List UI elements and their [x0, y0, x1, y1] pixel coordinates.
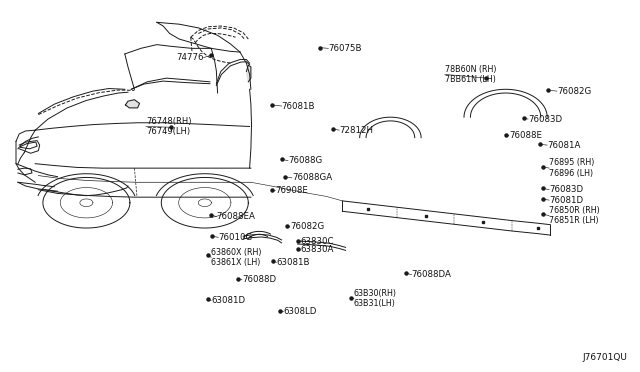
- Text: 72812H: 72812H: [339, 126, 373, 135]
- Text: 63860X (RH)
63861X (LH): 63860X (RH) 63861X (LH): [211, 248, 262, 267]
- Text: 63830A: 63830A: [301, 246, 334, 254]
- Text: 76088E: 76088E: [509, 131, 542, 140]
- Text: 6308LD: 6308LD: [284, 307, 317, 316]
- Text: 76088D: 76088D: [242, 275, 276, 284]
- Text: 63081D: 63081D: [211, 296, 245, 305]
- Text: 63081B: 63081B: [276, 258, 310, 267]
- Polygon shape: [125, 100, 140, 108]
- Text: 76075B: 76075B: [328, 44, 362, 53]
- Text: 76082G: 76082G: [290, 222, 324, 231]
- Text: 78B60N (RH)
7BB61N (LH): 78B60N (RH) 7BB61N (LH): [445, 65, 496, 84]
- Text: 76908E: 76908E: [275, 186, 308, 195]
- Text: 76850R (RH)
76851R (LH): 76850R (RH) 76851R (LH): [549, 206, 600, 225]
- Text: 76081A: 76081A: [547, 141, 580, 150]
- Text: 63B30(RH)
63B31(LH): 63B30(RH) 63B31(LH): [354, 289, 397, 308]
- Text: J76701QU: J76701QU: [582, 353, 627, 362]
- Text: 76088G: 76088G: [288, 156, 323, 165]
- Text: 76083D: 76083D: [528, 115, 562, 124]
- Text: 76088DA: 76088DA: [412, 270, 451, 279]
- Polygon shape: [246, 65, 251, 82]
- Text: 63830C: 63830C: [301, 237, 334, 246]
- Text: 76082G: 76082G: [557, 87, 591, 96]
- Text: 76010G: 76010G: [218, 233, 253, 242]
- Text: 76081B: 76081B: [282, 102, 315, 110]
- Text: 76081D: 76081D: [549, 196, 583, 205]
- Text: 74776: 74776: [176, 53, 204, 62]
- Text: 76748(RH)
76749(LH): 76748(RH) 76749(LH): [146, 117, 191, 136]
- Text: 76895 (RH)
76896 (LH): 76895 (RH) 76896 (LH): [549, 158, 595, 178]
- Text: 76083D: 76083D: [549, 185, 583, 194]
- Text: 76088EA: 76088EA: [216, 212, 255, 221]
- Text: 76088GA: 76088GA: [292, 173, 332, 182]
